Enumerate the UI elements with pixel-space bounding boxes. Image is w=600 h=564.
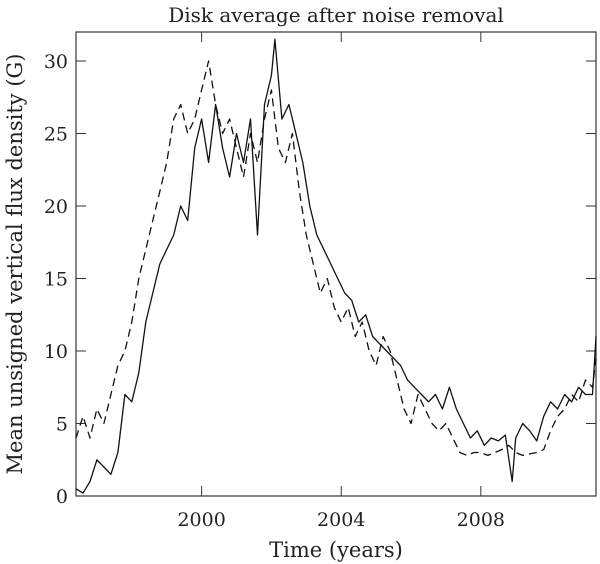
x-axis-label: Time (years) — [269, 538, 403, 562]
y-tick-label: 30 — [44, 51, 68, 73]
series-line-dashed — [75, 60, 597, 457]
y-tick-label: 15 — [44, 269, 68, 291]
y-axis-label: Mean unsigned vertical flux density (G) — [3, 54, 27, 475]
plot-frame — [75, 31, 597, 497]
y-tick-label: 5 — [56, 414, 68, 436]
x-tick-label: 2008 — [457, 509, 505, 531]
x-tick-label: 2000 — [177, 509, 225, 531]
y-tick-label: 0 — [56, 486, 68, 508]
series-line-solid — [75, 38, 597, 494]
chart-title: Disk average after noise removal — [168, 3, 504, 27]
x-axis-ticks: 2000 2004 2008 — [177, 32, 505, 531]
y-tick-label: 10 — [44, 341, 68, 363]
x-tick-label: 2004 — [317, 509, 365, 531]
y-tick-label: 25 — [44, 124, 68, 146]
y-tick-label: 20 — [44, 196, 68, 218]
y-axis-ticks: 0 5 10 15 20 25 30 — [44, 51, 596, 508]
